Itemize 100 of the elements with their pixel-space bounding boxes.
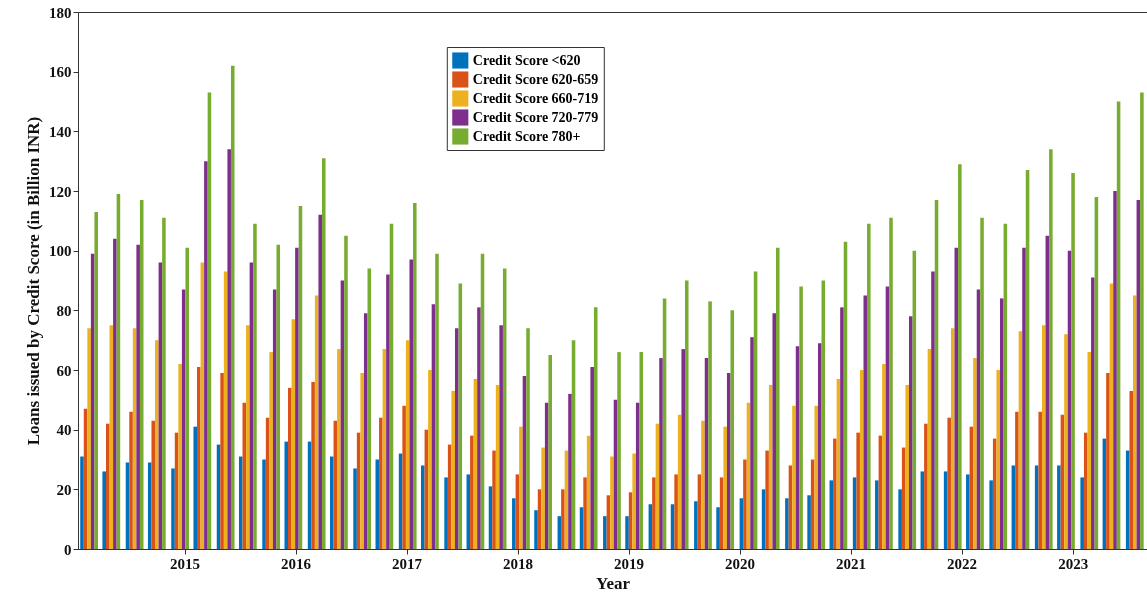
bar (227, 149, 231, 549)
y-tick-label: 40 (56, 422, 72, 439)
bar (568, 393, 572, 549)
bar (799, 286, 803, 549)
bar (185, 247, 190, 549)
bar (659, 358, 663, 549)
bar (632, 453, 636, 549)
bar (694, 501, 698, 549)
bar (1113, 191, 1117, 549)
bar (329, 456, 334, 549)
bar (318, 214, 322, 549)
bar (701, 420, 705, 549)
bar (814, 405, 818, 549)
bar (435, 253, 439, 549)
bar (924, 423, 928, 549)
bar (785, 498, 789, 549)
bar (593, 307, 598, 549)
bar (772, 313, 777, 549)
bar (162, 217, 166, 549)
y-tick-label: 140 (49, 123, 72, 140)
bar (105, 423, 110, 549)
bar (204, 161, 208, 549)
bar (792, 405, 796, 549)
bar (909, 316, 913, 549)
bar (136, 244, 140, 549)
y-tick-label: 180 (49, 4, 72, 21)
bar (743, 459, 747, 549)
bar (269, 352, 273, 549)
bar (311, 381, 315, 549)
bar (321, 158, 326, 549)
bar (295, 247, 299, 549)
bar (958, 164, 962, 549)
bar (94, 211, 98, 549)
bar (833, 438, 837, 549)
x-tick-label: 2017 (392, 555, 423, 572)
bar (807, 495, 811, 549)
bar (652, 477, 656, 549)
y-tick-label: 160 (49, 64, 72, 81)
x-tick-label: 2023 (1058, 555, 1089, 572)
bar (603, 516, 607, 549)
bar (684, 280, 689, 549)
x-tick-label: 2015 (170, 555, 201, 572)
y-tick-label: 100 (49, 243, 72, 260)
bar (583, 477, 587, 549)
bar (863, 295, 868, 549)
bar (87, 328, 91, 549)
bar (197, 367, 201, 549)
bar (1080, 477, 1084, 549)
legend-label: Credit Score <620 (472, 52, 581, 68)
bar (1057, 465, 1061, 549)
bar (548, 355, 552, 549)
bar (1049, 149, 1053, 549)
x-tick-label: 2021 (836, 555, 867, 572)
bar (155, 340, 159, 549)
bar (889, 217, 893, 549)
bar (129, 411, 133, 549)
bar (875, 480, 879, 549)
y-tick-label: 20 (56, 481, 72, 498)
bar (723, 426, 727, 549)
bar (519, 426, 523, 549)
bar (1041, 325, 1046, 549)
bar (1140, 92, 1144, 549)
bar (931, 271, 935, 549)
bar (867, 223, 871, 549)
bar (363, 313, 368, 549)
bar (726, 372, 731, 549)
bar (610, 456, 614, 549)
bar (1083, 432, 1088, 549)
bar (360, 372, 364, 549)
x-tick-label: 2019 (614, 555, 645, 572)
x-tick-label: 2022 (947, 555, 978, 572)
bar (625, 516, 629, 549)
bar (947, 417, 951, 549)
bar (470, 435, 474, 549)
bar (193, 426, 197, 549)
bar (526, 328, 530, 549)
bar (230, 65, 235, 549)
bar (840, 307, 844, 549)
legend-label: Credit Score 780+ (472, 128, 581, 144)
bar (413, 202, 417, 549)
bar (1000, 298, 1004, 549)
bar (996, 370, 1001, 549)
bar (541, 447, 545, 549)
bar (639, 352, 644, 549)
bar (421, 465, 425, 549)
x-tick-label: 2018 (503, 555, 534, 572)
bar (882, 364, 886, 549)
bar (1015, 411, 1019, 549)
bar (386, 274, 390, 549)
bar (171, 468, 175, 549)
y-axis-title: Loans issued by Credit Score (in Billion INR) (24, 116, 43, 446)
bar (898, 489, 902, 549)
legend-label: Credit Score 660-719 (472, 90, 599, 106)
bar (681, 349, 685, 549)
bar (276, 244, 281, 549)
bar (1038, 411, 1042, 549)
bar (534, 510, 538, 549)
bar (1071, 173, 1075, 549)
bar (220, 372, 224, 549)
x-tick-label: 2016 (281, 555, 312, 572)
